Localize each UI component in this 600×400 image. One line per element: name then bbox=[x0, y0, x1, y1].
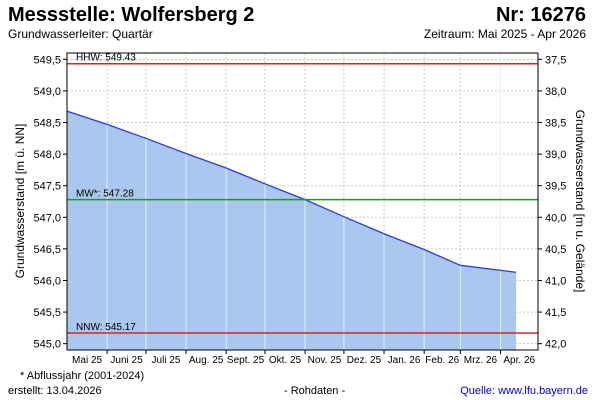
x-tick-label: Nov. 25 bbox=[308, 355, 342, 366]
water-level-area bbox=[67, 111, 517, 350]
station-number: Nr: 16276 bbox=[495, 4, 586, 26]
y-tick-label: 548,0 bbox=[33, 149, 61, 161]
footnote: * Abflussjahr (2001-2024) bbox=[20, 370, 145, 382]
x-tick-label: Aug. 25 bbox=[189, 355, 224, 366]
x-tick-label: Mai 25 bbox=[72, 355, 102, 366]
x-tick-label: Juli 25 bbox=[152, 355, 181, 366]
y2-tick-label: 37,5 bbox=[545, 54, 566, 66]
water-level-line bbox=[66, 110, 517, 273]
period-label: Zeitraum: Mai 2025 - Apr 2026 bbox=[423, 27, 586, 41]
y2-tick-label: 41,5 bbox=[545, 307, 566, 319]
y2-tick-label: 40,5 bbox=[545, 244, 566, 256]
y-tick-label: 546,0 bbox=[33, 275, 61, 287]
station-title: Messstelle: Wolfersberg 2 bbox=[8, 4, 255, 26]
y2-tick-label: 38,5 bbox=[545, 118, 566, 130]
reference-lines: HHW: 549.43 MW*: 547.28 NNW: 545.17 bbox=[67, 53, 538, 334]
y2-tick-label: 38,0 bbox=[545, 86, 566, 98]
plot-frame bbox=[66, 52, 539, 351]
created-date: erstellt: 13.04.2026 bbox=[8, 385, 102, 397]
y-tick-label: 545,5 bbox=[33, 307, 61, 319]
y2-tick-label: 39,5 bbox=[545, 181, 566, 193]
x-tick-label: Juni 25 bbox=[110, 355, 143, 366]
y2-axis-label: Grundwasserstand [m u. Gelände] bbox=[573, 110, 587, 293]
reference-label: MW*: 547.28 bbox=[76, 189, 134, 200]
x-tick-label: Jan. 26 bbox=[388, 355, 421, 366]
y2-tick-label: 41,0 bbox=[545, 275, 566, 287]
x-tick-label: Dez. 25 bbox=[347, 355, 382, 366]
y-tick-label: 545,0 bbox=[33, 339, 61, 351]
x-tick-label: Mrz. 26 bbox=[464, 355, 498, 366]
area-layer bbox=[66, 53, 517, 350]
right-axis: 37,5 38,0 38,5 39,0 39,5 40,0 40,5 41,0 41,5 42,0 bbox=[538, 54, 566, 351]
y2-tick-label: 39,0 bbox=[545, 149, 566, 161]
y-tick-label: 548,5 bbox=[33, 118, 61, 130]
y2-tick-label: 42,0 bbox=[545, 339, 566, 351]
x-tick-label: Feb. 26 bbox=[425, 355, 459, 366]
y-axis-label: Grundwasserstand [m ü. NN] bbox=[13, 124, 27, 279]
x-axis: Mai 25 Juni 25 Juli 25 Aug. 25 Sept. 25 Okt. … bbox=[72, 350, 536, 366]
y-tick-label: 547,0 bbox=[33, 212, 61, 224]
reference-label: NNW: 545.17 bbox=[76, 322, 136, 333]
y-tick-label: 546,5 bbox=[33, 244, 61, 256]
reference-label: HHW: 549.43 bbox=[76, 53, 136, 64]
y-tick-label: 547,5 bbox=[33, 181, 61, 193]
aquifer-label: Grundwasserleiter: Quartär bbox=[8, 27, 153, 41]
source-link[interactable]: Quelle: www.lfu.bayern.de bbox=[460, 385, 588, 397]
x-tick-label: Sept. 25 bbox=[227, 355, 265, 366]
y2-tick-label: 40,0 bbox=[545, 212, 566, 224]
left-axis: 545,0 545,5 546,0 546,5 547,0 547,5 548,0 548,5… bbox=[33, 54, 67, 351]
x-tick-label: Apr. 26 bbox=[503, 355, 535, 366]
y-tick-label: 549,5 bbox=[33, 54, 61, 66]
y-tick-label: 549,0 bbox=[33, 86, 61, 98]
x-tick-label: Okt. 25 bbox=[269, 355, 302, 366]
raw-data-label: - Rohdaten - bbox=[284, 385, 346, 397]
